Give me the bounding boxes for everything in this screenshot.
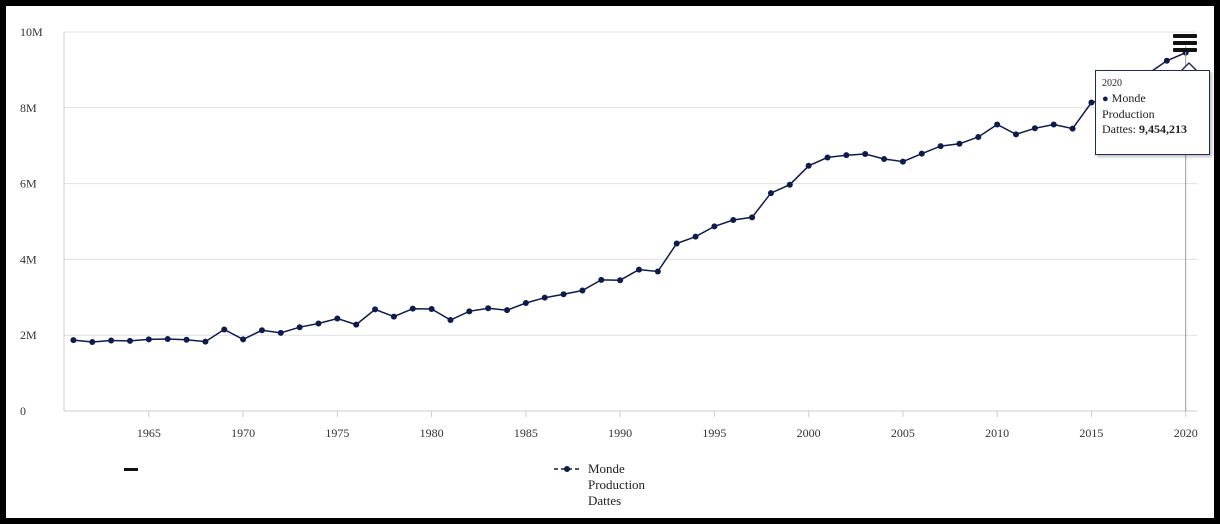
y-tick-label: 2M bbox=[20, 328, 37, 342]
data-point-1978[interactable] bbox=[390, 313, 397, 320]
data-point-1975[interactable] bbox=[334, 315, 341, 322]
x-tick-label: 1980 bbox=[420, 426, 444, 440]
data-point-1989[interactable] bbox=[598, 276, 605, 283]
data-point-2010[interactable] bbox=[994, 121, 1001, 128]
y-tick-label: 6M bbox=[20, 177, 37, 191]
series-monde-production-dattes[interactable] bbox=[70, 49, 1189, 346]
data-point-1985[interactable] bbox=[522, 299, 529, 306]
data-point-1971[interactable] bbox=[258, 327, 265, 334]
data-point-1973[interactable] bbox=[296, 324, 303, 331]
data-point-1997[interactable] bbox=[749, 214, 756, 221]
x-tick-label: 2015 bbox=[1079, 426, 1103, 440]
y-tick-label: 8M bbox=[20, 101, 37, 115]
x-tick-label: 1990 bbox=[608, 426, 632, 440]
data-point-2000[interactable] bbox=[805, 162, 812, 169]
data-point-1998[interactable] bbox=[767, 190, 774, 197]
y-tick-label: 10M bbox=[20, 25, 43, 39]
legend-symbol-icon bbox=[554, 466, 580, 472]
legend-extra-marker bbox=[124, 468, 138, 471]
data-point-1996[interactable] bbox=[730, 216, 737, 223]
data-point-1992[interactable] bbox=[654, 268, 661, 275]
legend[interactable]: Monde Production Dattes bbox=[552, 461, 645, 509]
data-point-1999[interactable] bbox=[786, 181, 793, 188]
data-point-1991[interactable] bbox=[635, 266, 642, 273]
data-point-1986[interactable] bbox=[541, 294, 548, 301]
tooltip-year: 2020 bbox=[1102, 78, 1122, 89]
data-point-1967[interactable] bbox=[183, 336, 190, 343]
data-point-1969[interactable] bbox=[221, 326, 228, 333]
data-point-2013[interactable] bbox=[1050, 121, 1057, 128]
data-point-1990[interactable] bbox=[617, 277, 624, 284]
data-point-1968[interactable] bbox=[202, 338, 209, 345]
data-point-2014[interactable] bbox=[1069, 125, 1076, 132]
grid-lines bbox=[64, 31, 1197, 412]
tooltip: 2020 ● Monde Production Dattes: 9,454,21… bbox=[1095, 70, 1210, 155]
data-point-2019[interactable] bbox=[1163, 57, 1170, 64]
data-point-2004[interactable] bbox=[881, 155, 888, 162]
data-point-2007[interactable] bbox=[937, 143, 944, 150]
x-tick-label: 2005 bbox=[891, 426, 915, 440]
data-point-1979[interactable] bbox=[409, 305, 416, 312]
x-tick-label: 1985 bbox=[514, 426, 538, 440]
data-point-2008[interactable] bbox=[956, 140, 963, 147]
tooltip-arrow bbox=[1180, 62, 1198, 72]
x-tick-label: 2010 bbox=[985, 426, 1009, 440]
x-tick-label: 1965 bbox=[137, 426, 161, 440]
series-line[interactable] bbox=[73, 52, 1186, 343]
tooltip-value: 9,454,213 bbox=[1139, 122, 1187, 136]
x-tick-label: 2020 bbox=[1174, 426, 1198, 440]
line-chart: 0 2M 4M 6M 8M 10M 1965 1970 1975 1980 1985 1990 199… bbox=[20, 25, 1198, 440]
data-point-1983[interactable] bbox=[485, 305, 492, 312]
y-tick-label: 4M bbox=[20, 252, 37, 266]
data-point-2015[interactable] bbox=[1088, 99, 1095, 106]
legend-label-line-2: Production bbox=[588, 477, 646, 492]
data-point-2003[interactable] bbox=[862, 151, 869, 158]
data-point-1964[interactable] bbox=[126, 337, 133, 344]
data-point-2012[interactable] bbox=[1031, 125, 1038, 132]
x-tick-label: 1970 bbox=[231, 426, 255, 440]
data-point-1987[interactable] bbox=[560, 291, 567, 298]
data-point-1995[interactable] bbox=[711, 223, 718, 230]
hamburger-menu-icon[interactable] bbox=[1173, 34, 1197, 54]
x-tick-label: 2000 bbox=[797, 426, 821, 440]
data-point-1970[interactable] bbox=[240, 336, 247, 343]
data-point-1988[interactable] bbox=[579, 287, 586, 294]
data-point-1965[interactable] bbox=[145, 336, 152, 343]
data-point-1984[interactable] bbox=[504, 307, 511, 314]
tooltip-series-name-2: Production bbox=[1102, 107, 1155, 121]
data-point-1977[interactable] bbox=[372, 306, 379, 313]
data-point-1993[interactable] bbox=[673, 240, 680, 247]
chart-container: 0 2M 4M 6M 8M 10M 1965 1970 1975 1980 1985 1990 199… bbox=[6, 6, 1214, 518]
data-point-1994[interactable] bbox=[692, 233, 699, 240]
tooltip-series-dot-icon: ● bbox=[1102, 93, 1109, 105]
data-point-1976[interactable] bbox=[353, 321, 360, 328]
data-point-2011[interactable] bbox=[1013, 131, 1020, 138]
tooltip-series-name-1: Monde bbox=[1111, 91, 1146, 105]
data-point-1962[interactable] bbox=[89, 339, 96, 346]
data-point-1966[interactable] bbox=[164, 335, 171, 342]
data-point-1972[interactable] bbox=[277, 329, 284, 336]
legend-label-line-1: Monde bbox=[588, 461, 625, 476]
data-point-1981[interactable] bbox=[447, 317, 454, 324]
data-point-2005[interactable] bbox=[899, 158, 906, 165]
data-point-2006[interactable] bbox=[918, 150, 925, 157]
tooltip-series-name-3: Dattes: bbox=[1102, 122, 1139, 136]
x-tick-label: 1975 bbox=[325, 426, 349, 440]
data-point-1980[interactable] bbox=[428, 306, 435, 313]
data-point-1982[interactable] bbox=[466, 308, 473, 315]
data-point-1963[interactable] bbox=[108, 337, 115, 344]
data-point-2001[interactable] bbox=[824, 154, 831, 161]
legend-label-line-3: Dattes bbox=[588, 493, 622, 508]
data-point-2002[interactable] bbox=[843, 152, 850, 159]
data-point-1974[interactable] bbox=[315, 320, 322, 327]
x-tick-label: 1995 bbox=[702, 426, 726, 440]
y-tick-label: 0 bbox=[20, 404, 26, 418]
data-point-1961[interactable] bbox=[70, 337, 77, 344]
data-point-2009[interactable] bbox=[975, 133, 982, 140]
legend-item-label[interactable]: Monde Production Dattes bbox=[588, 461, 645, 509]
x-axis: 1965 1970 1975 1980 1985 1990 1995 2000 2005 2010… bbox=[64, 410, 1198, 440]
y-axis: 0 2M 4M 6M 8M 10M bbox=[20, 25, 65, 418]
